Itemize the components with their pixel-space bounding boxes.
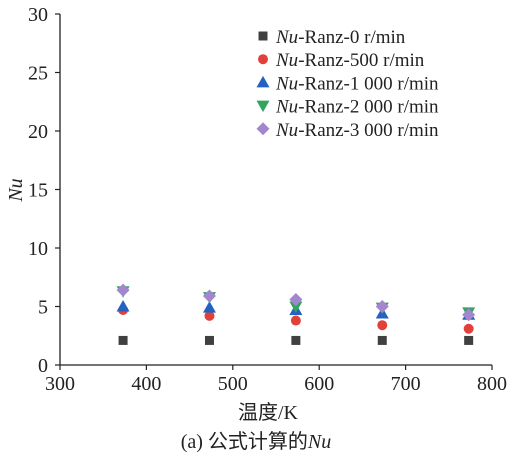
y-tick-label: 30 bbox=[28, 4, 48, 26]
series-1 bbox=[118, 305, 474, 334]
x-axis-label: 温度/K bbox=[238, 401, 299, 424]
caption-prefix: (a) 公式计算的 bbox=[181, 430, 308, 453]
data-point bbox=[377, 335, 387, 345]
data-points bbox=[116, 283, 476, 345]
x-tick-label: 500 bbox=[218, 373, 248, 395]
legend-label: Nu-Ranz-2 000 r/min bbox=[275, 97, 439, 118]
legend-marker bbox=[258, 54, 268, 65]
legend-item: Nu-Ranz-3 000 r/min bbox=[256, 120, 439, 141]
data-point bbox=[377, 320, 388, 331]
y-tick-label: 10 bbox=[28, 238, 48, 260]
data-point bbox=[289, 292, 303, 306]
x-tick-label: 700 bbox=[391, 373, 421, 395]
data-point bbox=[202, 301, 216, 313]
legend-marker bbox=[256, 122, 270, 136]
data-point bbox=[463, 323, 474, 334]
series-0 bbox=[118, 335, 474, 345]
series-4 bbox=[116, 283, 476, 322]
y-tick-label: 0 bbox=[38, 355, 48, 377]
y-axis-label: Nu bbox=[5, 178, 27, 202]
legend-item: Nu-Ranz-0 r/min bbox=[258, 27, 406, 48]
x-tick-label: 800 bbox=[477, 373, 507, 395]
legend-label: Nu-Ranz-1 000 r/min bbox=[275, 73, 439, 94]
y-tick-label: 20 bbox=[28, 121, 48, 143]
data-point bbox=[289, 301, 303, 313]
legend-label: Nu-Ranz-0 r/min bbox=[275, 27, 406, 48]
data-point bbox=[464, 335, 474, 345]
legend-label: Nu-Ranz-3 000 r/min bbox=[275, 120, 439, 141]
legend-marker bbox=[256, 100, 270, 113]
legend-label: Nu-Ranz-500 r/min bbox=[275, 50, 425, 71]
data-point bbox=[116, 283, 130, 297]
data-point bbox=[290, 315, 301, 326]
data-point bbox=[204, 335, 214, 345]
data-point bbox=[291, 335, 301, 345]
legend-item: Nu-Ranz-2 000 r/min bbox=[256, 97, 439, 118]
data-point bbox=[116, 300, 130, 312]
data-point bbox=[462, 308, 476, 322]
data-point bbox=[375, 300, 389, 313]
legend-item: Nu-Ranz-500 r/min bbox=[258, 50, 425, 71]
y-tick-label: 5 bbox=[38, 297, 48, 319]
y-axis-ticks: 0 5 10 15 20 25 30 bbox=[28, 4, 60, 377]
y-tick-label: 25 bbox=[28, 63, 48, 85]
legend-marker bbox=[256, 75, 270, 88]
x-tick-label: 600 bbox=[304, 373, 334, 395]
data-point bbox=[204, 310, 215, 321]
data-point bbox=[118, 335, 128, 345]
legend-marker bbox=[258, 31, 268, 41]
x-tick-label: 400 bbox=[131, 373, 161, 395]
legend-item: Nu-Ranz-1 000 r/min bbox=[256, 73, 439, 94]
y-tick-label: 15 bbox=[28, 180, 48, 202]
caption-variable: Nu bbox=[307, 431, 331, 453]
x-axis-ticks: 300 400 500 600 700 800 bbox=[45, 365, 507, 395]
data-point bbox=[202, 289, 216, 303]
figure-caption: (a) 公式计算的Nu bbox=[181, 430, 332, 453]
x-tick-label: 300 bbox=[45, 373, 75, 395]
